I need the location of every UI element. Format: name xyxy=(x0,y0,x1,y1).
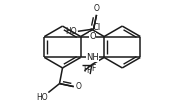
Text: Cl: Cl xyxy=(92,23,100,32)
Text: HO: HO xyxy=(66,27,77,36)
Text: F: F xyxy=(91,64,95,73)
Text: F: F xyxy=(86,66,90,75)
Text: HO: HO xyxy=(36,93,48,102)
Text: F: F xyxy=(83,65,87,74)
Text: O: O xyxy=(76,82,82,91)
Text: NH: NH xyxy=(86,53,99,62)
Text: O: O xyxy=(94,4,100,13)
Text: O: O xyxy=(89,32,96,41)
